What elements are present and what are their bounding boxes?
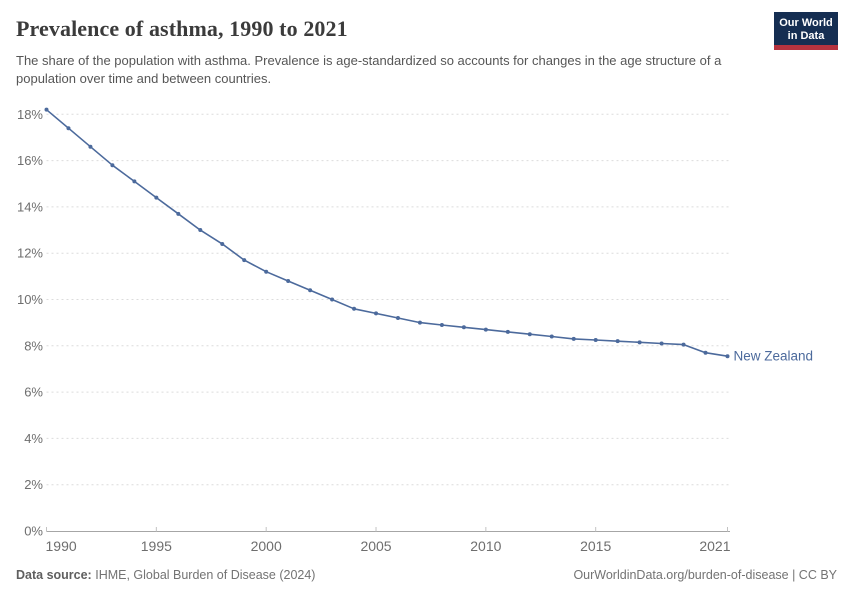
data-point <box>66 126 71 131</box>
page-title: Prevalence of asthma, 1990 to 2021 <box>16 16 348 41</box>
data-point <box>330 297 335 302</box>
trend-line <box>45 108 729 358</box>
data-point <box>374 311 379 316</box>
x-axis-tick-label: 2021 <box>699 538 730 554</box>
series-end-label: New Zealand <box>734 349 814 364</box>
data-point <box>176 211 181 216</box>
data-source-label: Data source: <box>16 568 92 582</box>
data-point <box>439 322 444 327</box>
data-point <box>242 258 247 263</box>
x-axis-tick-label: 1990 <box>46 538 77 554</box>
y-axis-tick-label: 16% <box>17 153 43 168</box>
data-point <box>110 163 115 168</box>
y-axis-tick-label: 0% <box>24 524 43 539</box>
data-point <box>286 278 291 283</box>
credit-link[interactable]: OurWorldinData.org/burden-of-disease | C… <box>573 568 837 582</box>
logo-text-line1: Our World <box>779 17 833 29</box>
data-point <box>549 334 554 339</box>
owid-logo[interactable]: Our World in Data <box>774 12 838 50</box>
data-point <box>417 320 422 325</box>
data-point <box>44 107 49 112</box>
data-point <box>308 288 313 293</box>
data-point <box>725 354 730 359</box>
data-point <box>703 350 708 355</box>
data-point <box>659 341 664 346</box>
y-axis-tick-label: 4% <box>24 431 43 446</box>
data-point <box>571 336 576 341</box>
y-axis-tick-label: 18% <box>17 107 43 122</box>
logo-text-line2: in Data <box>787 30 825 42</box>
data-point <box>461 325 466 330</box>
data-point <box>505 329 510 334</box>
data-point <box>198 228 203 233</box>
y-axis-tick-label: 6% <box>24 385 43 400</box>
data-point <box>352 306 357 311</box>
x-axis-tick-label: 2005 <box>360 538 391 554</box>
y-axis-tick-label: 2% <box>24 477 43 492</box>
x-axis-tick-label: 1995 <box>141 538 172 554</box>
data-point <box>264 269 269 274</box>
data-point <box>483 327 488 332</box>
y-axis-tick-label: 8% <box>24 338 43 353</box>
x-axis-tick-label: 2015 <box>580 538 611 554</box>
x-axis-tick-label: 2000 <box>251 538 282 554</box>
logo-stripe <box>774 45 838 50</box>
data-point <box>154 195 159 200</box>
data-point <box>132 179 137 184</box>
data-point <box>527 332 532 337</box>
data-point <box>615 339 620 344</box>
data-point <box>593 338 598 343</box>
x-axis-tick-label: 2010 <box>470 538 501 554</box>
data-point <box>637 340 642 345</box>
data-source: Data source: IHME, Global Burden of Dise… <box>16 568 315 582</box>
chart-subtitle: The share of the population with asthma.… <box>16 53 722 87</box>
y-axis-tick-label: 12% <box>17 246 43 261</box>
y-axis-tick-label: 10% <box>17 292 43 307</box>
data-point <box>681 342 686 347</box>
chart-footer: Data source: IHME, Global Burden of Dise… <box>16 568 837 582</box>
data-point <box>220 241 225 246</box>
data-point <box>88 144 93 149</box>
data-source-value: IHME, Global Burden of Disease (2024) <box>95 568 316 582</box>
y-axis-tick-label: 14% <box>17 199 43 214</box>
data-point <box>395 316 400 321</box>
